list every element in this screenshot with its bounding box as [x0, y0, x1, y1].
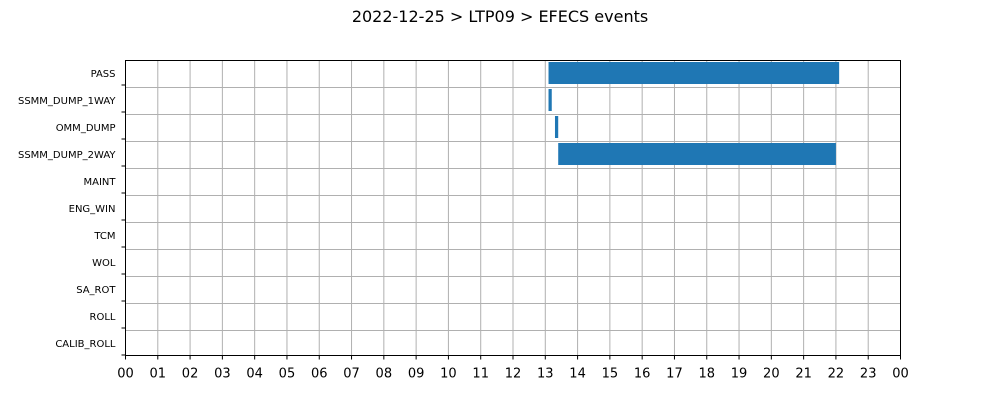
- x-tick-label: 04: [246, 367, 263, 382]
- event-bar: [558, 143, 836, 165]
- plot-frame: [125, 60, 901, 356]
- x-tick-label: 06: [311, 367, 328, 382]
- y-tick-label: SSMM_DUMP_2WAY: [18, 150, 116, 161]
- y-tick-label: ENG_WIN: [69, 204, 116, 215]
- y-axis-labels: PASS SSMM_DUMP_1WAY OMM_DUMP SSMM_DUMP_2WAY…: [18, 69, 116, 350]
- event-bar: [548, 62, 840, 84]
- x-tick-label: 11: [472, 367, 489, 382]
- event-bar: [554, 116, 559, 138]
- x-tick-label: 02: [182, 367, 199, 382]
- x-tick-label: 03: [214, 367, 231, 382]
- x-tick-label: 08: [376, 367, 393, 382]
- x-tick-label: 20: [763, 367, 780, 382]
- y-tick-label: WOL: [92, 258, 116, 269]
- x-tick-label: 13: [537, 367, 554, 382]
- x-tick-label: 18: [698, 367, 715, 382]
- y-tick-label: OMM_DUMP: [56, 123, 116, 134]
- x-tick-label: 00: [892, 367, 909, 382]
- y-tick-label: SSMM_DUMP_1WAY: [18, 96, 116, 107]
- x-tick-label: 21: [795, 367, 812, 382]
- event-bars: [548, 62, 840, 165]
- chart-title: 2022-12-25 > LTP09 > EFECS events: [352, 7, 648, 26]
- x-tick-label: 09: [408, 367, 425, 382]
- y-tick-label: CALIB_ROLL: [55, 339, 116, 350]
- x-tick-label: 07: [343, 367, 360, 382]
- x-tick-label: 23: [860, 367, 877, 382]
- x-tick-label: 15: [602, 367, 619, 382]
- x-tick-label: 01: [150, 367, 167, 382]
- x-tick-label: 16: [634, 367, 651, 382]
- x-tick-label: 10: [440, 367, 457, 382]
- y-tick-label: PASS: [91, 69, 116, 80]
- y-tick-label: MAINT: [83, 177, 116, 188]
- grid-lines: [121, 60, 901, 360]
- x-tick-label: 05: [279, 367, 296, 382]
- y-tick-label: SA_ROT: [76, 285, 116, 296]
- x-tick-label: 22: [828, 367, 845, 382]
- y-tick-label: ROLL: [90, 312, 116, 323]
- x-tick-label: 00: [117, 367, 134, 382]
- x-tick-label: 14: [569, 367, 586, 382]
- x-axis-labels: 00 01 02 03 04 05 06 07 08 09 10 11 12 13 14 15 16 17 18 19…: [117, 367, 909, 382]
- event-bar: [548, 89, 552, 111]
- y-tick-label: TCM: [93, 231, 115, 242]
- x-tick-label: 19: [731, 367, 748, 382]
- x-tick-label: 17: [666, 367, 683, 382]
- x-tick-label: 12: [505, 367, 522, 382]
